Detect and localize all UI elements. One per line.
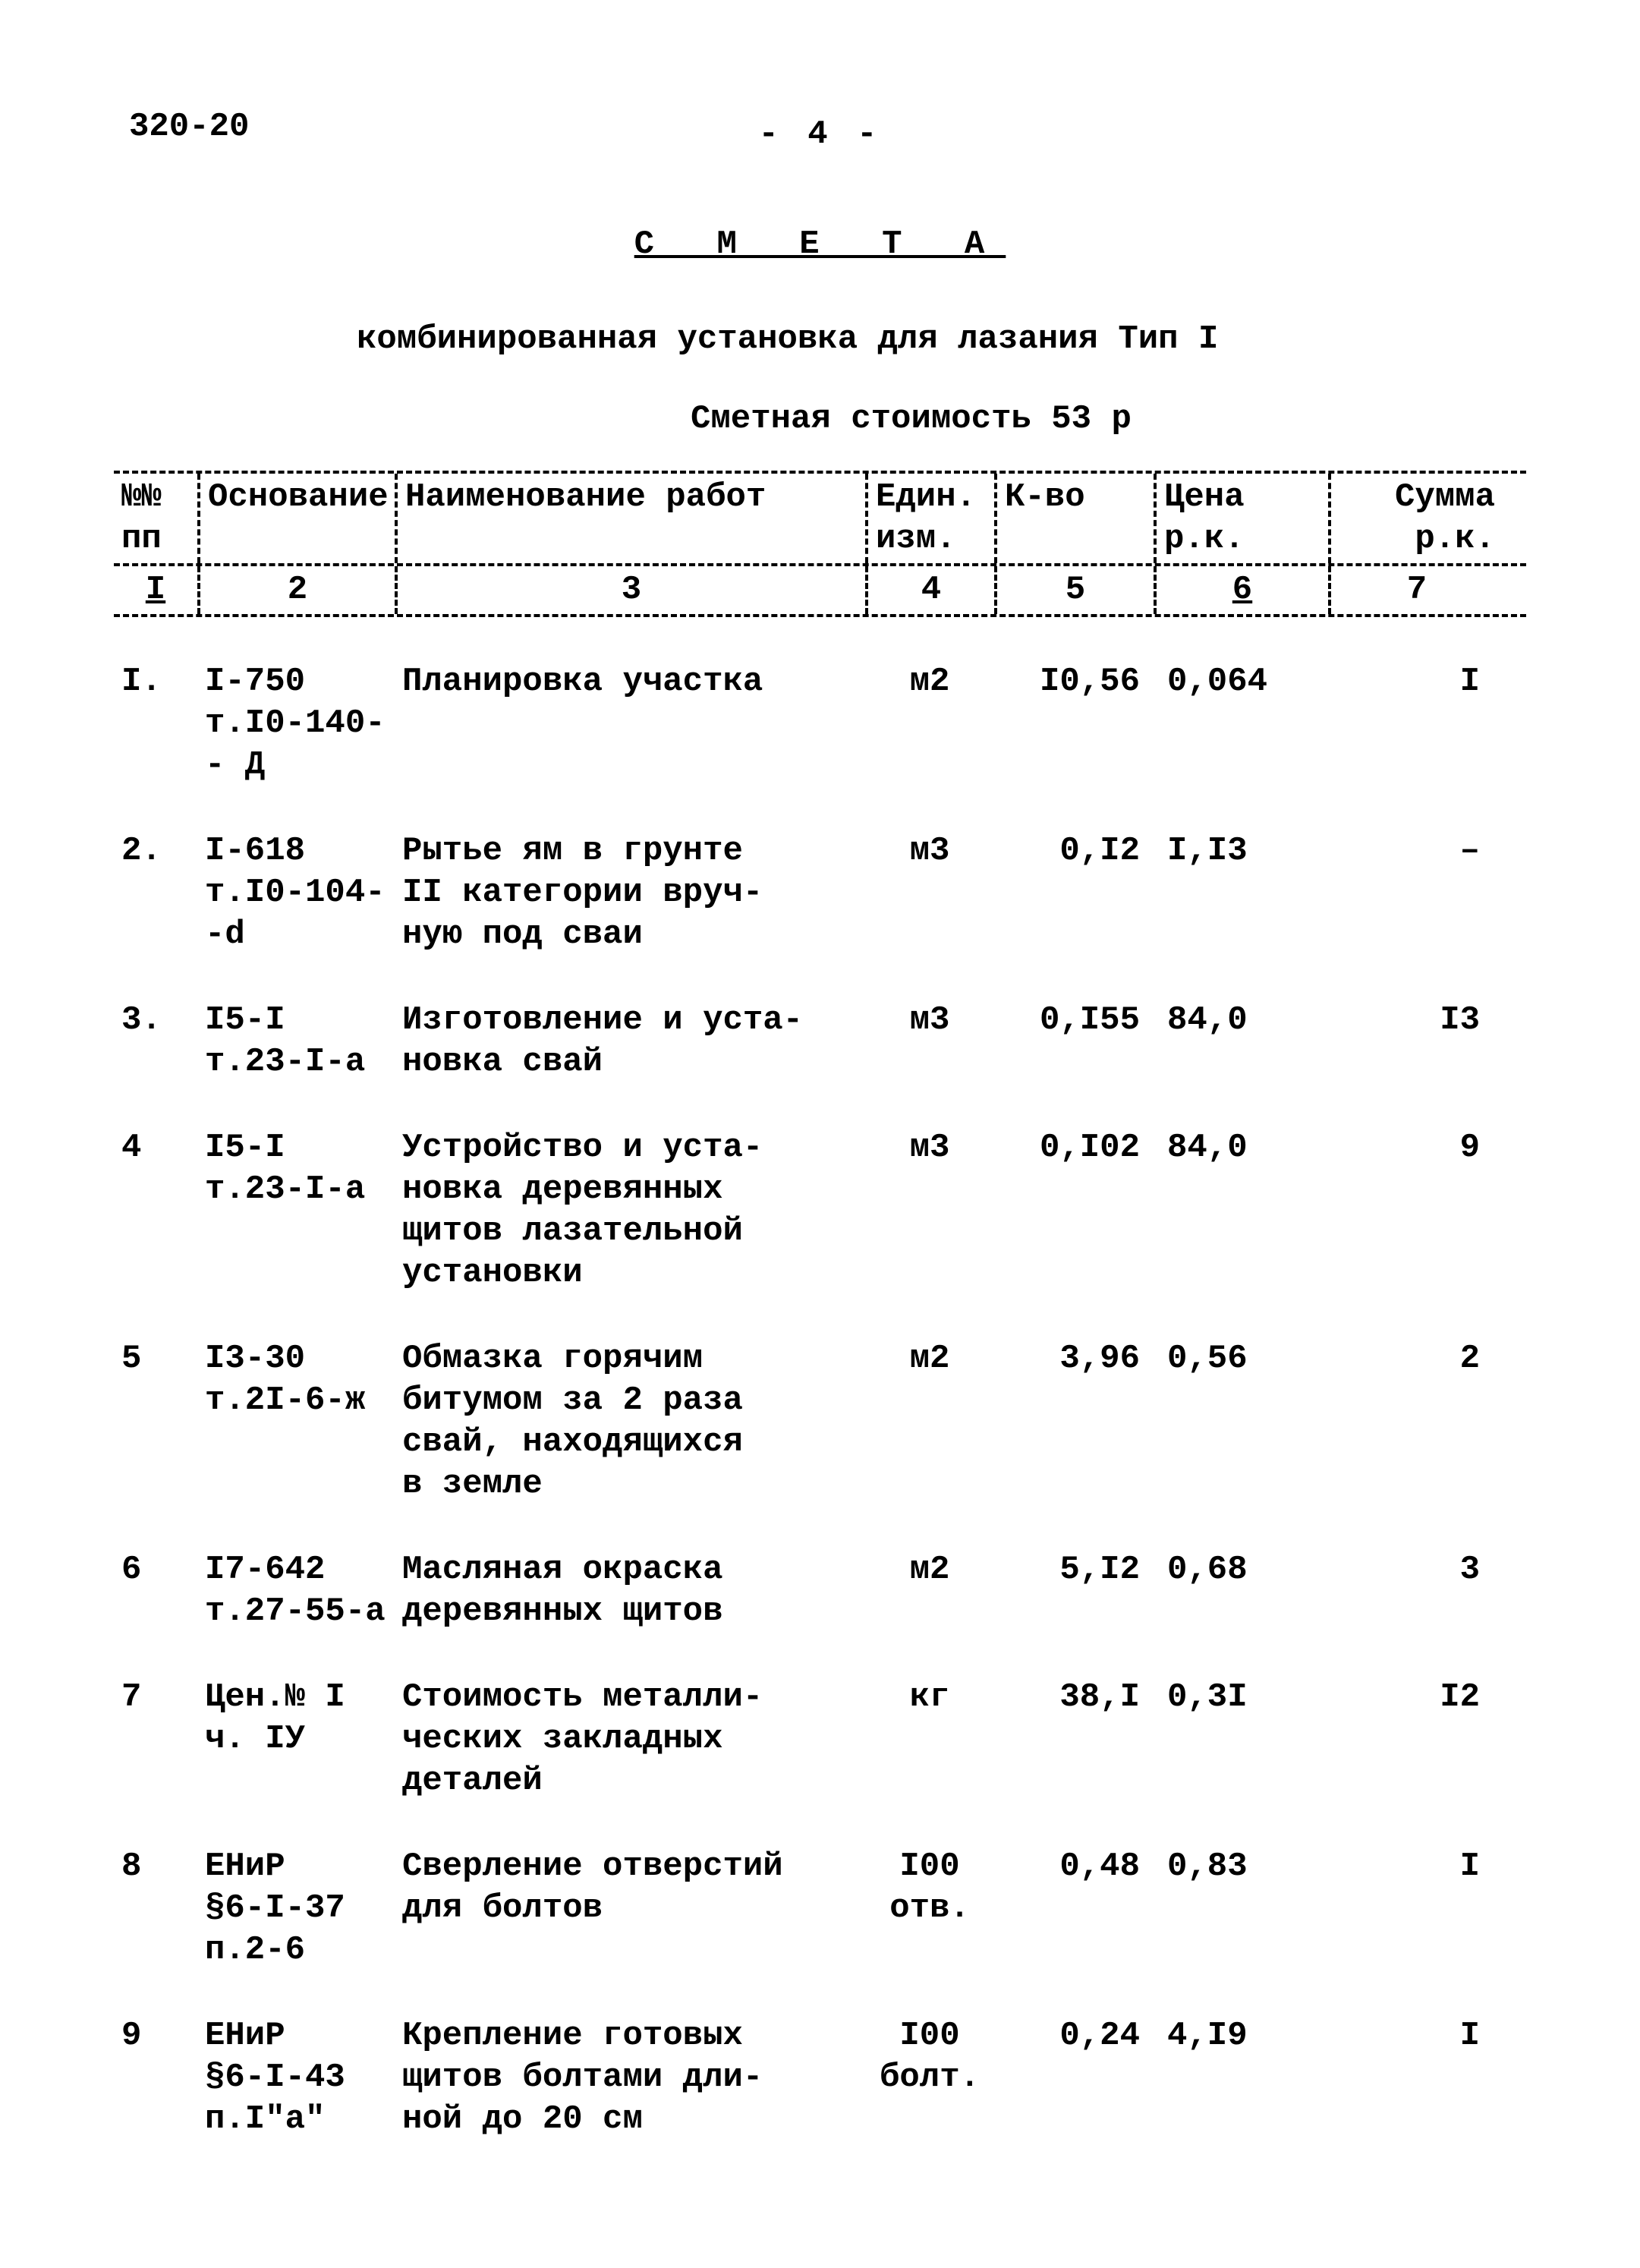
cell-sum: 3: [1328, 1549, 1503, 1633]
cell-sum: I: [1328, 661, 1503, 786]
cell-work: Обмазка горячим битумом за 2 раза свай, …: [395, 1338, 865, 1505]
cell-sum: 2: [1328, 1338, 1503, 1505]
page-number: - 4 -: [114, 114, 1526, 156]
cell-unit: кг: [865, 1677, 994, 1802]
cell-basis: I-618 т.I0-104- -d: [197, 830, 395, 956]
cell-work: Изготовление и уста- новка свай: [395, 1000, 865, 1083]
cell-work: Стоимость металли- ческих закладных дета…: [395, 1677, 865, 1802]
cell-price: 0,064: [1154, 661, 1328, 786]
cell-n: 5: [114, 1338, 197, 1505]
cell-n: 7: [114, 1677, 197, 1802]
cell-work: Масляная окраска деревянных щитов: [395, 1549, 865, 1633]
col-header-work: Наименование работ: [395, 474, 865, 563]
col-header-price: Цена р.к.: [1154, 474, 1328, 563]
cell-n: 9: [114, 2015, 197, 2140]
table-row: 8ЕНиР §6-I-37 п.2-6Сверление отверстий д…: [114, 1846, 1526, 1971]
subtitle: комбинированная установка для лазания Ти…: [357, 319, 1526, 361]
cell-unit: м2: [865, 1338, 994, 1505]
cell-sum: I3: [1328, 1000, 1503, 1083]
cell-unit: м3: [865, 1000, 994, 1083]
cell-qty: 0,I2: [994, 830, 1154, 956]
col-header-qty: К-во: [994, 474, 1154, 563]
cell-sum: I2: [1328, 1677, 1503, 1802]
cell-price: 84,0: [1154, 1127, 1328, 1294]
cell-n: 8: [114, 1846, 197, 1971]
cell-basis: I5-I т.23-I-а: [197, 1127, 395, 1294]
cell-n: 3.: [114, 1000, 197, 1083]
cell-qty: 0,24: [994, 2015, 1154, 2140]
cell-unit: м2: [865, 1549, 994, 1633]
cell-n: 6: [114, 1549, 197, 1633]
coln-6: 6: [1154, 566, 1328, 614]
document-code: 320-20: [129, 106, 249, 148]
coln-2: 2: [197, 566, 395, 614]
table-body: I.I-750 т.I0-140- - ДПланировка участкам…: [114, 661, 1526, 2140]
cell-qty: 0,I02: [994, 1127, 1154, 1294]
col-header-unit: Един. изм.: [865, 474, 994, 563]
cell-n: 2.: [114, 830, 197, 956]
page: 320-20 - 4 - С М Е Т А комбинированная у…: [0, 0, 1640, 2268]
cell-basis: ЕНиР §6-I-37 п.2-6: [197, 1846, 395, 1971]
coln-5: 5: [994, 566, 1154, 614]
cell-qty: I0,56: [994, 661, 1154, 786]
table-row: 4I5-I т.23-I-аУстройство и уста- новка д…: [114, 1127, 1526, 1294]
cell-unit: I00 болт.: [865, 2015, 994, 2140]
col-header-basis: Основание: [197, 474, 395, 563]
table-row: 3.I5-I т.23-I-аИзготовление и уста- новк…: [114, 1000, 1526, 1083]
coln-7: 7: [1328, 566, 1503, 614]
cell-price: 0,83: [1154, 1846, 1328, 1971]
estimated-cost: Сметная стоимость 53 р: [691, 398, 1526, 440]
cell-unit: м2: [865, 661, 994, 786]
table-row: I.I-750 т.I0-140- - ДПланировка участкам…: [114, 661, 1526, 786]
cell-qty: 38,I: [994, 1677, 1154, 1802]
table-row: 5I3-30 т.2I-6-жОбмазка горячим битумом з…: [114, 1338, 1526, 1505]
cell-work: Сверление отверстий для болтов: [395, 1846, 865, 1971]
table-column-numbers: I 2 3 4 5 6 7: [114, 563, 1526, 617]
cell-price: 4,I9: [1154, 2015, 1328, 2140]
cell-sum: I: [1328, 2015, 1503, 2140]
cell-n: I.: [114, 661, 197, 786]
cell-basis: I-750 т.I0-140- - Д: [197, 661, 395, 786]
cell-price: 0,56: [1154, 1338, 1328, 1505]
coln-3: 3: [395, 566, 865, 614]
col-header-n: №№ пп: [114, 474, 197, 563]
cell-price: 0,3I: [1154, 1677, 1328, 1802]
cell-unit: I00 отв.: [865, 1846, 994, 1971]
cell-price: 84,0: [1154, 1000, 1328, 1083]
cell-price: 0,68: [1154, 1549, 1328, 1633]
table-row: 2.I-618 т.I0-104- -dРытье ям в грунте II…: [114, 830, 1526, 956]
title-smeta: С М Е Т А: [114, 224, 1526, 266]
cell-price: I,I3: [1154, 830, 1328, 956]
cell-work: Планировка участка: [395, 661, 865, 786]
cell-unit: м3: [865, 830, 994, 956]
cell-basis: ЕНиР §6-I-43 п.I"а": [197, 2015, 395, 2140]
cell-basis: I5-I т.23-I-а: [197, 1000, 395, 1083]
cell-basis: Цен.№ I ч. IУ: [197, 1677, 395, 1802]
cell-work: Устройство и уста- новка деревянных щито…: [395, 1127, 865, 1294]
table-row: 9ЕНиР §6-I-43 п.I"а"Крепление готовых щи…: [114, 2015, 1526, 2140]
cell-basis: I7-642 т.27-55-а: [197, 1549, 395, 1633]
cell-qty: 0,I55: [994, 1000, 1154, 1083]
table-header-row: №№ пп Основание Наименование работ Един.…: [114, 474, 1526, 563]
cell-n: 4: [114, 1127, 197, 1294]
cell-sum: 9: [1328, 1127, 1503, 1294]
cell-qty: 3,96: [994, 1338, 1154, 1505]
cell-qty: 5,I2: [994, 1549, 1154, 1633]
table-row: 6I7-642 т.27-55-аМасляная окраска деревя…: [114, 1549, 1526, 1633]
cell-work: Рытье ям в грунте II категории вруч- ную…: [395, 830, 865, 956]
cell-unit: м3: [865, 1127, 994, 1294]
cell-basis: I3-30 т.2I-6-ж: [197, 1338, 395, 1505]
cell-qty: 0,48: [994, 1846, 1154, 1971]
cell-work: Крепление готовых щитов болтами дли- ной…: [395, 2015, 865, 2140]
col-header-sum: Сумма р.к.: [1328, 474, 1503, 563]
coln-1: I: [114, 566, 197, 614]
cell-sum: I: [1328, 1846, 1503, 1971]
coln-4: 4: [865, 566, 994, 614]
cell-sum: –: [1328, 830, 1503, 956]
table-row: 7Цен.№ I ч. IУСтоимость металли- ческих …: [114, 1677, 1526, 1802]
